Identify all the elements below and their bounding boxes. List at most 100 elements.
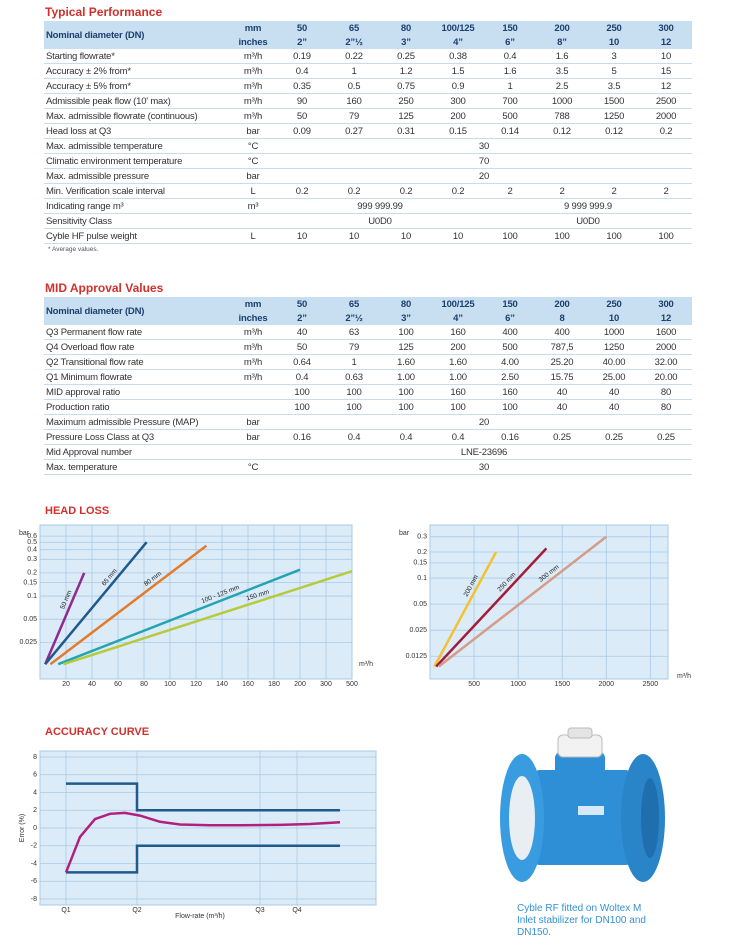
mid-table: Nominal diameter (DN) mm 50 65 80 100/125 150 2… (44, 297, 692, 475)
cell: 2 (536, 183, 588, 199)
cell: °C (230, 459, 276, 475)
cell: 250 (380, 93, 432, 109)
cell: 0.2 (380, 183, 432, 199)
cell: m³/h (230, 354, 276, 370)
cell: 100 (484, 228, 536, 244)
y-tick-label: -8 (31, 896, 37, 903)
header-cell: 4” (432, 35, 484, 49)
row-label: Max. admissible flowrate (continuous) (44, 108, 230, 124)
cell: 160 (432, 325, 484, 340)
table-row: Accuracy ± 5% from* m³/h 0.35 0.5 0.75 0.9 1 2.… (44, 78, 692, 94)
cell: 300 (432, 93, 484, 109)
cell: 160 (484, 384, 536, 400)
y-tick-label: 0.2 (417, 549, 427, 556)
cell: 1250 (588, 339, 640, 355)
y-tick-label: 0.2 (27, 570, 37, 577)
x-tick-label: 140 (216, 681, 228, 688)
table-row: Admissible peak flow (10' max) m³/h 90 160 2… (44, 93, 692, 109)
cell: 0.5 (328, 78, 380, 94)
cell: 50 (276, 339, 328, 355)
cell: 500 (484, 108, 536, 124)
table-row: Head loss at Q3 bar 0.09 0.27 0.31 0.15 0.14 0.… (44, 123, 692, 139)
cell: 2500 (640, 93, 692, 109)
cell: 1.60 (380, 354, 432, 370)
header-cell: 3” (380, 311, 432, 325)
header-cell: 50 (276, 21, 328, 35)
y-tick-label: 0.3 (27, 556, 37, 563)
cell: 40 (588, 384, 640, 400)
cell: 0.19 (276, 49, 328, 64)
table-row: Climatic environment temperature °C 70 (44, 153, 692, 169)
row-label: Climatic environment temperature (44, 153, 230, 169)
data-line (64, 811, 341, 873)
table-row: Max. admissible pressure bar 20 (44, 168, 692, 184)
cell: 1500 (588, 93, 640, 109)
cell: 0.22 (328, 49, 380, 64)
cell: 100 (380, 384, 432, 400)
header-cell: 65 (328, 297, 380, 311)
data-line (57, 568, 301, 666)
caption: Cyble RF fitted on Woltex M Inlet stabil… (517, 903, 646, 938)
x-tick-label: 200 (294, 681, 306, 688)
cell: 0.4 (328, 429, 380, 445)
header-cell: 3” (380, 35, 432, 49)
row-label: Q4 Overload flow rate (44, 339, 230, 355)
cell: 0.2 (328, 183, 380, 199)
header-cell: mm (230, 297, 276, 311)
cell: 0.12 (536, 123, 588, 139)
header-row: Nominal diameter (DN) mm 50 65 80 100/125 150 2… (44, 297, 692, 325)
y-tick-label: 0.1 (417, 575, 427, 582)
cell: 2.50 (484, 369, 536, 385)
empty-cell (230, 213, 276, 229)
header-cell: 8” (536, 35, 588, 49)
x-tick-label: 20 (62, 681, 70, 688)
header-cell: 4” (432, 311, 484, 325)
cell: 1 (328, 63, 380, 79)
header-row: Nominal diameter (DN) mm 50 65 80 100/125 150 2… (44, 21, 692, 49)
x-axis-label: m³/h (677, 673, 691, 680)
header-cell: 2”½ (328, 311, 380, 325)
x-tick-label: 60 (114, 681, 122, 688)
header-cell: 300 (640, 21, 692, 35)
row-label: Max. temperature (44, 459, 230, 475)
merged-cell: LNE-23696 (276, 444, 692, 460)
x-tick-label: Q2 (132, 907, 141, 914)
header-cell: 80 (380, 21, 432, 35)
row-label: Q2 Transitional flow rate (44, 354, 230, 370)
x-tick-label: 40 (88, 681, 96, 688)
cell: m³/h (230, 49, 276, 64)
table-row: Q3 Permanent flow rate m³/h 40 63 100 160 400 4… (44, 325, 692, 340)
y-tick-label: -4 (31, 860, 37, 867)
cell: bar (230, 168, 276, 184)
row-label: Max. admissible temperature (44, 138, 230, 154)
row-label: Mid Approval number (44, 444, 230, 460)
table-row: Mid Approval number LNE-23696 (44, 444, 692, 460)
cell: 1.2 (380, 63, 432, 79)
cell: 40 (276, 325, 328, 340)
cell: 0.4 (380, 429, 432, 445)
cell: 50 (276, 108, 328, 124)
table-row: Maximum admissible Pressure (MAP) bar 20 (44, 414, 692, 430)
row-label: Maximum admissible Pressure (MAP) (44, 414, 230, 430)
cell: bar (230, 429, 276, 445)
cell: 400 (536, 325, 588, 340)
cell: 0.35 (276, 78, 328, 94)
header-cell: 2” (276, 35, 328, 49)
y-tick-label: 0 (33, 825, 37, 832)
header-cell: 12 (640, 311, 692, 325)
x-tick-label: 500 (468, 681, 480, 688)
data-line (44, 572, 86, 665)
cell: 1.5 (432, 63, 484, 79)
cell: L (230, 183, 276, 199)
row-label: MID approval ratio (44, 384, 230, 400)
table-row: Q2 Transitional flow rate m³/h 0.64 1 1.60 1.… (44, 354, 692, 370)
cell: 100 (536, 228, 588, 244)
cell: 100 (484, 399, 536, 415)
x-tick-label: 500 (346, 681, 358, 688)
data-line (49, 544, 208, 666)
cell: 20.00 (640, 369, 692, 385)
x-tick-label: 180 (268, 681, 280, 688)
header-cell: 8 (536, 311, 588, 325)
table-row: Q1 Minimum flowrate m³/h 0.4 0.63 1.00 1.00 2.… (44, 369, 692, 385)
cell: 0.15 (432, 123, 484, 139)
